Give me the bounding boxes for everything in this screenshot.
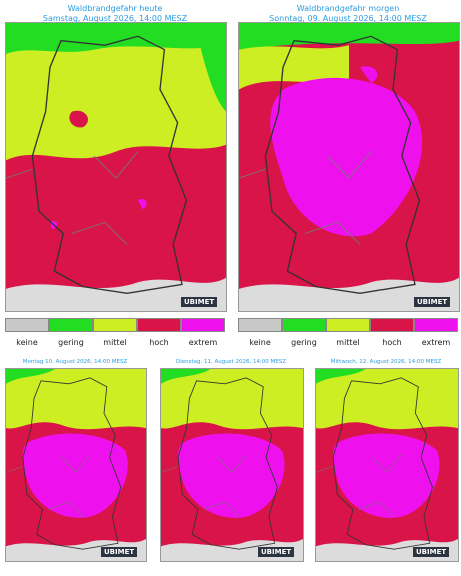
fire-danger-map: [238, 22, 460, 312]
map-region: [6, 369, 55, 384]
legend-label: gering: [58, 338, 84, 347]
map-region: [138, 199, 147, 210]
map-region: [177, 433, 285, 518]
map-title: Dienstag, 11. August 2026, 14:00 MESZ: [175, 359, 287, 365]
map-region: [316, 369, 366, 384]
map-region: [161, 454, 247, 517]
fire-danger-map: [160, 368, 304, 562]
map-title: Waldbrandgefahr morgen Sonntag, 09. Augus…: [238, 4, 458, 24]
title: Waldbrandgefahr morgen: [296, 4, 400, 13]
legend-label: hoch: [149, 338, 169, 347]
map-region: [6, 23, 226, 55]
map-region: [6, 454, 91, 517]
legend-label: mittel: [336, 338, 360, 347]
map-region: [69, 110, 88, 128]
map-title: Montag 10. August 2026, 14:00 MESZ: [22, 359, 128, 365]
legend-swatch: [326, 318, 370, 332]
legend-swatch: [414, 318, 458, 332]
map-region: [6, 151, 139, 245]
fire-danger-map: [315, 368, 459, 562]
map-region: [239, 151, 372, 245]
logo: UBIMET: [101, 547, 138, 557]
map-region: [161, 369, 303, 430]
map-region: [22, 377, 122, 550]
legend-label: keine: [16, 338, 38, 347]
logo: UBIMET: [258, 547, 295, 557]
map-title: Mittwoch, 12. August 2026, 14:00 MESZ: [330, 359, 442, 365]
legend-swatch: [238, 318, 282, 332]
legend-label: extrem: [421, 338, 451, 347]
legend: keine gering mittel hoch extrem: [5, 318, 225, 352]
legend-swatch: [181, 318, 225, 332]
title: Waldbrandgefahr heute: [67, 4, 163, 13]
map-region: [264, 35, 421, 294]
map-region: [239, 23, 459, 50]
map-region: [31, 35, 188, 294]
map-region: [316, 369, 458, 430]
map-region: [6, 369, 146, 430]
legend-swatch: [93, 318, 137, 332]
fire-danger-map: [5, 22, 227, 312]
legend-swatch: [5, 318, 49, 332]
map-region: [316, 454, 402, 517]
fire-danger-map: [5, 368, 147, 562]
logo: UBIMET: [181, 297, 218, 307]
map-region: [195, 23, 226, 112]
legend-swatch: [49, 318, 93, 332]
map-region: [6, 144, 226, 294]
legend: keine gering mittel hoch extrem: [238, 318, 458, 352]
legend-swatch: [370, 318, 414, 332]
logo: UBIMET: [413, 547, 450, 557]
legend-label: extrem: [188, 338, 218, 347]
logo: UBIMET: [414, 297, 451, 307]
map-region: [22, 433, 128, 518]
map-region: [332, 433, 440, 518]
legend-swatch: [137, 318, 181, 332]
legend-label: hoch: [382, 338, 402, 347]
legend-label: gering: [291, 338, 317, 347]
legend-label: keine: [249, 338, 271, 347]
map-region: [270, 77, 423, 237]
map-region: [360, 66, 378, 83]
map-region: [161, 369, 211, 384]
map-region: [332, 377, 433, 550]
subtitle: Samstag, August 2026, 14:00 MESZ: [42, 14, 188, 23]
legend-swatch: [282, 318, 326, 332]
legend-label: mittel: [103, 338, 127, 347]
map-region: [177, 377, 278, 550]
map-title: Waldbrandgefahr heute Samstag, August 202…: [5, 4, 225, 24]
map-region: [239, 45, 349, 90]
subtitle: Sonntag, 09. August 2026, 14:00 MESZ: [269, 14, 427, 23]
